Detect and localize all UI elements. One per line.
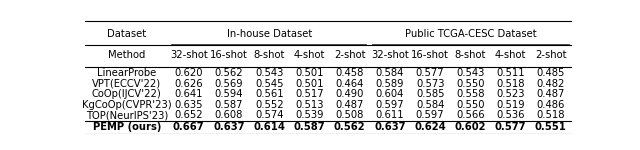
- Text: 4-shot: 4-shot: [495, 50, 526, 60]
- Text: 0.587: 0.587: [214, 100, 243, 110]
- Text: 2-shot: 2-shot: [334, 50, 365, 60]
- Text: 0.652: 0.652: [174, 110, 203, 120]
- Text: LinearProbe: LinearProbe: [97, 68, 156, 78]
- Text: 0.464: 0.464: [335, 78, 364, 88]
- Text: 0.569: 0.569: [214, 78, 243, 88]
- Text: 0.577: 0.577: [416, 68, 445, 78]
- Text: VPT(ECCV'22): VPT(ECCV'22): [92, 78, 161, 88]
- Text: 0.597: 0.597: [416, 110, 445, 120]
- Text: 0.513: 0.513: [295, 100, 324, 110]
- Text: 8-shot: 8-shot: [455, 50, 486, 60]
- Text: 0.543: 0.543: [255, 68, 284, 78]
- Text: 8-shot: 8-shot: [253, 50, 285, 60]
- Text: Method: Method: [108, 50, 145, 60]
- Text: 0.551: 0.551: [535, 122, 567, 132]
- Text: 0.604: 0.604: [376, 89, 404, 99]
- Text: 0.501: 0.501: [295, 78, 324, 88]
- Text: 0.587: 0.587: [294, 122, 325, 132]
- Text: 0.614: 0.614: [253, 122, 285, 132]
- Text: 0.482: 0.482: [537, 78, 565, 88]
- Text: 0.486: 0.486: [537, 100, 565, 110]
- Text: 0.608: 0.608: [215, 110, 243, 120]
- Text: 0.545: 0.545: [255, 78, 284, 88]
- Text: 0.562: 0.562: [334, 122, 365, 132]
- Text: 0.539: 0.539: [295, 110, 324, 120]
- Text: 32-shot: 32-shot: [170, 50, 207, 60]
- Text: 0.558: 0.558: [456, 89, 484, 99]
- Text: 16-shot: 16-shot: [210, 50, 248, 60]
- Text: 4-shot: 4-shot: [294, 50, 325, 60]
- Text: 0.519: 0.519: [497, 100, 525, 110]
- Text: CoOp(IJCV'22): CoOp(IJCV'22): [92, 89, 162, 99]
- Text: 0.624: 0.624: [414, 122, 446, 132]
- Text: 0.561: 0.561: [255, 89, 284, 99]
- Text: 0.594: 0.594: [214, 89, 243, 99]
- Text: 0.517: 0.517: [295, 89, 324, 99]
- Text: 0.635: 0.635: [175, 100, 203, 110]
- Text: 0.637: 0.637: [213, 122, 244, 132]
- Text: 0.552: 0.552: [255, 100, 284, 110]
- Text: Dataset: Dataset: [108, 29, 147, 39]
- Text: 0.611: 0.611: [376, 110, 404, 120]
- Text: 0.597: 0.597: [376, 100, 404, 110]
- Text: 0.602: 0.602: [454, 122, 486, 132]
- Text: 0.508: 0.508: [335, 110, 364, 120]
- Text: 0.589: 0.589: [376, 78, 404, 88]
- Text: 2-shot: 2-shot: [535, 50, 566, 60]
- Text: 0.518: 0.518: [537, 110, 565, 120]
- Text: 0.550: 0.550: [456, 100, 484, 110]
- Text: 0.626: 0.626: [174, 78, 203, 88]
- Text: 0.585: 0.585: [416, 89, 444, 99]
- Text: 0.511: 0.511: [497, 68, 525, 78]
- Text: 0.518: 0.518: [497, 78, 525, 88]
- Text: 0.487: 0.487: [537, 89, 565, 99]
- Text: 0.667: 0.667: [173, 122, 205, 132]
- Text: 0.490: 0.490: [335, 89, 364, 99]
- Text: 32-shot: 32-shot: [371, 50, 409, 60]
- Text: 0.641: 0.641: [175, 89, 203, 99]
- Text: 0.620: 0.620: [175, 68, 203, 78]
- Text: 0.566: 0.566: [456, 110, 484, 120]
- Text: 0.584: 0.584: [416, 100, 444, 110]
- Text: 0.584: 0.584: [376, 68, 404, 78]
- Text: 0.536: 0.536: [497, 110, 525, 120]
- Text: 0.577: 0.577: [495, 122, 527, 132]
- Text: TOP(NeurIPS'23): TOP(NeurIPS'23): [86, 110, 168, 120]
- Text: KgCoOp(CVPR'23): KgCoOp(CVPR'23): [82, 100, 172, 110]
- Text: PEMP (ours): PEMP (ours): [93, 122, 161, 132]
- Text: 0.562: 0.562: [214, 68, 243, 78]
- Text: 0.637: 0.637: [374, 122, 406, 132]
- Text: 0.487: 0.487: [335, 100, 364, 110]
- Text: 0.573: 0.573: [416, 78, 444, 88]
- Text: 0.485: 0.485: [537, 68, 565, 78]
- Text: In-house Dataset: In-house Dataset: [227, 29, 312, 39]
- Text: 0.523: 0.523: [497, 89, 525, 99]
- Text: 0.543: 0.543: [456, 68, 484, 78]
- Text: 16-shot: 16-shot: [412, 50, 449, 60]
- Text: 0.550: 0.550: [456, 78, 484, 88]
- Text: 0.574: 0.574: [255, 110, 284, 120]
- Text: Public TCGA-CESC Dataset: Public TCGA-CESC Dataset: [404, 29, 536, 39]
- Text: 0.501: 0.501: [295, 68, 324, 78]
- Text: 0.458: 0.458: [335, 68, 364, 78]
